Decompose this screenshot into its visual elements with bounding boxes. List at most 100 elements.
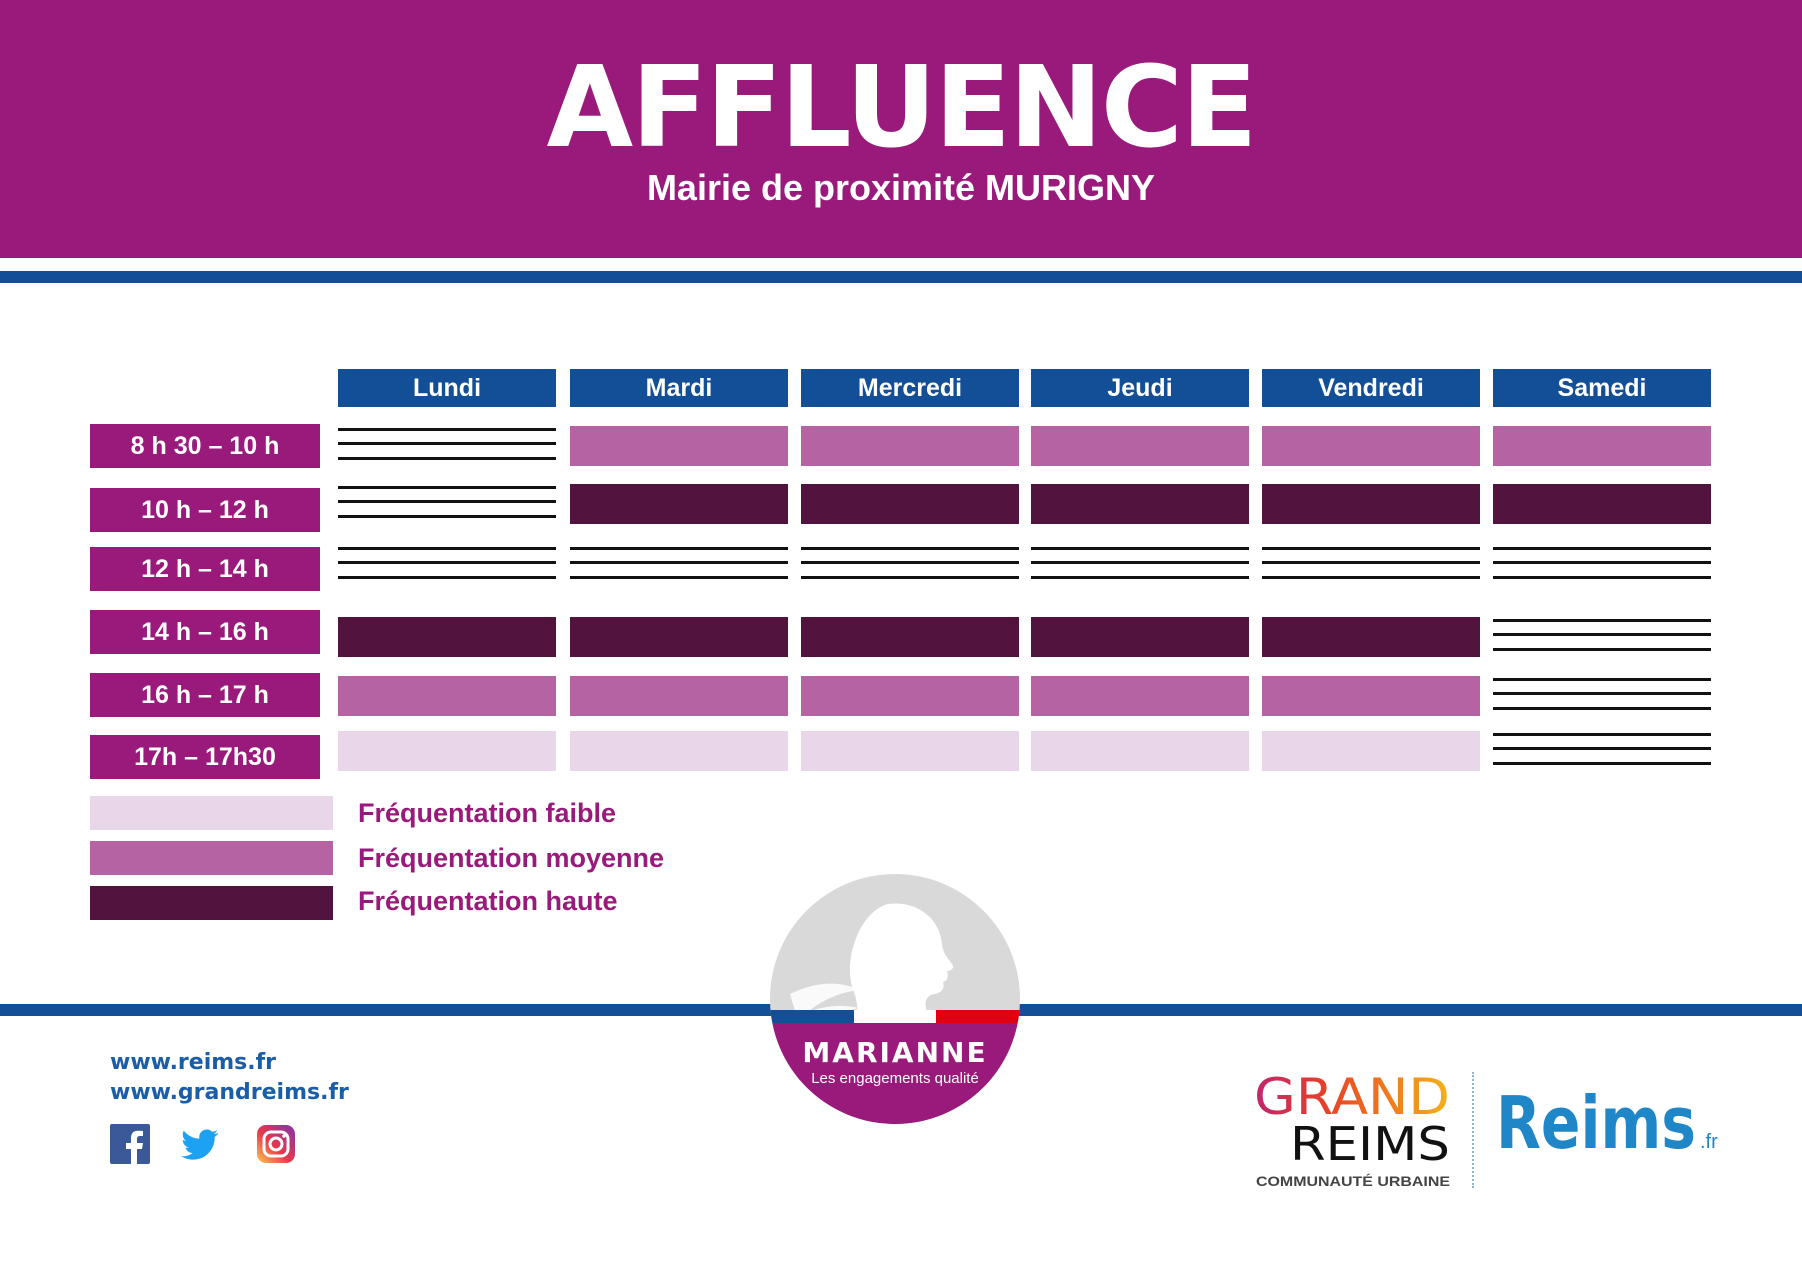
grand-text: GRAND [1254,1070,1450,1126]
schedule-cell-high [801,484,1019,524]
schedule-cell-mid [570,426,788,466]
closed-line [1493,692,1711,695]
schedule-cell-mid [1493,426,1711,466]
closed-line [1031,561,1249,564]
day-header-jeudi: Jeudi [1031,369,1249,407]
marianne-logo: MARIANNE Les engagements qualité [770,874,1020,1124]
closed-line [338,576,556,579]
schedule-cell-closed [338,484,556,524]
closed-line [338,547,556,550]
schedule-cell-closed [1262,545,1480,585]
facebook-icon[interactable] [110,1124,150,1164]
closed-line [338,515,556,518]
schedule-cell-low [1031,731,1249,771]
footer-links: www.reims.fr www.grandreims.fr [110,1048,349,1108]
day-header-mercredi: Mercredi [801,369,1019,407]
day-header-vendredi: Vendredi [1262,369,1480,407]
legend-label-low: Fréquentation faible [358,798,617,828]
closed-line [570,561,788,564]
schedule-cell-low [570,731,788,771]
schedule-cell-closed [1031,545,1249,585]
legend-swatch-high [90,886,333,920]
day-header-mardi: Mardi [570,369,788,407]
twitter-icon[interactable] [180,1124,220,1164]
link-reims[interactable]: www.reims.fr [110,1050,277,1075]
logo-separator [1472,1072,1474,1188]
legend-swatch-low [90,796,333,830]
closed-line [801,576,1019,579]
schedule-cell-mid [570,676,788,716]
schedule-cell-high [801,617,1019,657]
closed-line [1262,576,1480,579]
schedule-cell-closed [570,545,788,585]
closed-line [1493,648,1711,651]
instagram-icon[interactable] [256,1124,296,1164]
legend-label-mid: Fréquentation moyenne [358,843,665,873]
closed-line [801,561,1019,564]
schedule-cell-low [338,731,556,771]
closed-line [801,547,1019,550]
closed-line [1031,576,1249,579]
closed-line [1493,633,1711,636]
slot-label: 14 h – 16 h [90,610,320,654]
communaute-text: COMMUNAUTÉ URBAINE [1256,1173,1450,1189]
schedule-cell-high [1493,484,1711,524]
schedule-cell-high [570,617,788,657]
schedule-cell-high [338,617,556,657]
reims-text: REIMS [1290,1117,1450,1171]
schedule-cell-closed [1493,731,1711,771]
page-subtitle: Mairie de proximité MURIGNY [646,167,1156,208]
day-header-lundi: Lundi [338,369,556,407]
schedule-cell-high [1262,617,1480,657]
closed-line [1031,547,1249,550]
closed-line [1493,678,1711,681]
slot-label: 10 h – 12 h [90,488,320,532]
schedule-cell-closed [1493,545,1711,585]
closed-line [570,576,788,579]
schedule-cell-mid [1031,676,1249,716]
link-grandreims[interactable]: www.grandreims.fr [110,1080,349,1105]
schedule-cell-high [1262,484,1480,524]
schedule-cell-low [1262,731,1480,771]
legend-swatch-mid [90,841,333,875]
schedule-cell-mid [801,676,1019,716]
closed-line [338,442,556,445]
closed-line [1493,547,1711,550]
closed-line [1493,619,1711,622]
closed-line [1493,747,1711,750]
closed-line [338,428,556,431]
schedule-cell-closed [1493,676,1711,716]
schedule-cell-low [801,731,1019,771]
marianne-tagline: Les engagements qualité [811,1070,979,1087]
schedule-cell-closed [338,426,556,466]
schedule-cell-high [1031,617,1249,657]
closed-line [338,486,556,489]
slot-label: 12 h – 14 h [90,547,320,591]
schedule-cell-mid [801,426,1019,466]
schedule-cell-closed [1493,617,1711,657]
closed-line [338,457,556,460]
schedule-cell-high [570,484,788,524]
closed-line [1262,547,1480,550]
reims-suffix: .fr [1700,1131,1718,1153]
day-header-samedi: Samedi [1493,369,1711,407]
schedule-cell-closed [338,545,556,585]
slot-label: 8 h 30 – 10 h [90,424,320,468]
closed-line [1493,707,1711,710]
schedule-cell-mid [338,676,556,716]
closed-line [1262,561,1480,564]
page-title: AFFLUENCE [546,43,1258,173]
grand-reims-logo: GRAND REIMS COMMUNAUTÉ URBAINE [1254,1070,1450,1189]
schedule-cell-high [1031,484,1249,524]
legend-label-high: Fréquentation haute [358,886,618,916]
schedule-cell-mid [1262,676,1480,716]
schedule-cell-mid [1031,426,1249,466]
closed-line [1493,561,1711,564]
closed-line [338,561,556,564]
closed-line [338,500,556,503]
slot-label: 17h – 17h30 [90,735,320,779]
reims-logo: Reims .fr [1496,1086,1718,1165]
reims-wordmark: Reims [1496,1086,1696,1165]
closed-line [570,547,788,550]
header-banner: AFFLUENCE Mairie de proximité MURIGNY [0,0,1802,258]
